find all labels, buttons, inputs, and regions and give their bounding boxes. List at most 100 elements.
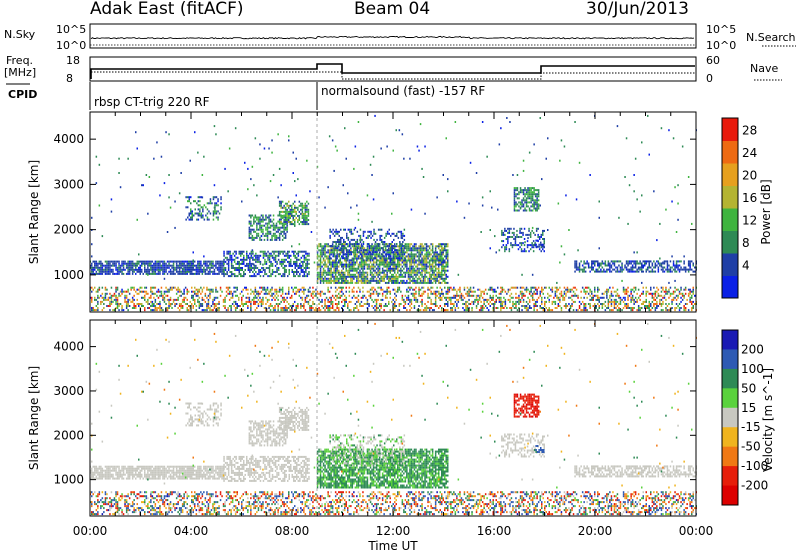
power-cell [477,298,479,301]
power-cell [372,277,375,280]
power-cell [447,290,449,293]
power-cell [183,272,185,275]
power-cell [380,241,383,243]
power-cell [406,259,408,262]
power-cell [253,292,255,295]
power-cell [442,243,444,246]
power-cell [297,206,299,209]
power-cell [587,303,590,305]
power-cell [513,307,516,309]
power-cell [286,216,288,219]
power-cell [327,269,329,272]
power-cell [410,303,413,305]
power-cell [186,268,188,271]
power-cell [409,277,411,280]
power-cell [551,300,554,303]
power-cell [497,307,499,309]
power-cell [363,259,366,262]
power-cell [438,265,440,268]
power-cell [256,222,258,225]
power-cell [238,262,240,265]
power-cell [347,251,350,254]
power-cell [138,288,140,291]
power-cell [433,309,435,312]
power-cell [394,303,396,305]
power-cell [378,247,381,250]
power-cell [266,300,269,303]
power-cell [415,255,417,258]
power-cell [216,272,219,275]
power-cell [253,258,256,261]
power-cell [274,254,277,257]
power-cell [359,290,361,293]
power-cell [678,309,681,312]
power-cell [128,264,131,267]
power-cell [330,265,332,268]
power-cell [665,307,667,309]
power-cell [281,226,284,229]
power-cell [403,275,405,278]
power-cell [418,251,420,254]
power-cell [188,290,190,293]
power-cell [237,269,239,271]
power-cell [384,265,387,268]
power-cell [407,298,410,301]
power-cell [177,288,179,291]
power-cell [460,294,463,297]
power-cell [227,258,230,261]
power-cell [165,264,167,267]
power-cell [284,202,287,205]
power-cell [401,275,404,278]
power-cell [492,307,494,309]
power-cell [342,275,344,278]
power-cell [438,247,440,250]
power-cell [340,236,342,239]
power-cell [139,303,141,305]
power-cell [294,223,296,226]
power-cell [253,264,256,267]
power-cell [438,307,440,309]
power-cell [627,294,629,297]
power-cell [250,254,253,257]
power-cell [385,257,387,260]
power-cell [116,298,119,301]
power-cell [628,307,631,309]
power-cell [418,275,420,278]
power-cell [668,303,670,305]
power-cell [409,257,411,260]
power-cell [163,264,166,267]
power-cell [398,251,401,254]
power-cell [410,265,413,268]
power-cell [687,309,690,312]
power-cell [644,300,646,303]
power-cell [657,294,660,297]
power-cell [189,262,191,265]
power-cell [504,303,507,305]
power-cell [171,272,173,275]
power-cell [403,263,405,266]
power-cell [112,262,114,265]
power-cell [393,238,395,241]
power-cell [291,250,293,253]
power-cell [354,255,357,258]
power-cell [192,272,194,275]
power-cell [336,305,338,307]
power-cell [412,275,414,278]
power-cell [616,300,619,303]
power-cell [212,260,214,263]
power-cell [430,307,432,309]
power-cell [352,251,354,254]
power-cell [262,275,265,278]
power-cell [383,277,385,280]
power-cell [94,296,96,299]
power-cell [491,288,493,291]
power-cell [386,253,388,256]
power-cell [364,253,366,256]
power-cell [296,256,298,259]
power-cell [224,269,227,271]
power-cell [206,296,208,299]
power-cell [433,279,435,282]
power-cell [418,286,420,289]
power-cell [115,294,117,297]
power-cell [427,277,429,280]
